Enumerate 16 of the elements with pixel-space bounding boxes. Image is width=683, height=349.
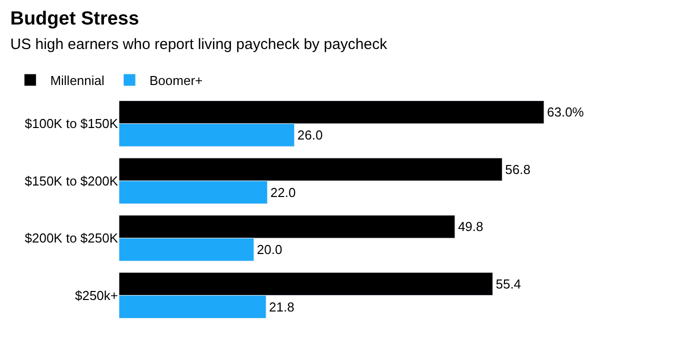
data-label: 63.0% xyxy=(547,104,584,120)
data-label: 56.8 xyxy=(505,162,530,177)
data-label: 22.0 xyxy=(270,184,296,200)
data-label: 20.0 xyxy=(256,242,282,258)
data-label: 26.0 xyxy=(297,128,323,143)
legend-label: Millennial xyxy=(50,73,104,88)
y-tick-label: $100K to $150K xyxy=(24,116,118,132)
y-tick-label: $150K to $200K xyxy=(24,173,118,188)
data-label: 49.8 xyxy=(458,219,484,234)
y-tick-label: $250k+ xyxy=(74,288,118,303)
chart-title: Budget Stress xyxy=(10,8,140,30)
data-label: 21.8 xyxy=(269,299,294,314)
chart-subtitle: US high earners who report living paycheck by paycheck xyxy=(10,36,388,54)
legend-label: Boomer+ xyxy=(150,73,203,88)
data-label: 55.4 xyxy=(496,276,522,292)
y-tick-label: $200K to $250K xyxy=(24,230,118,246)
